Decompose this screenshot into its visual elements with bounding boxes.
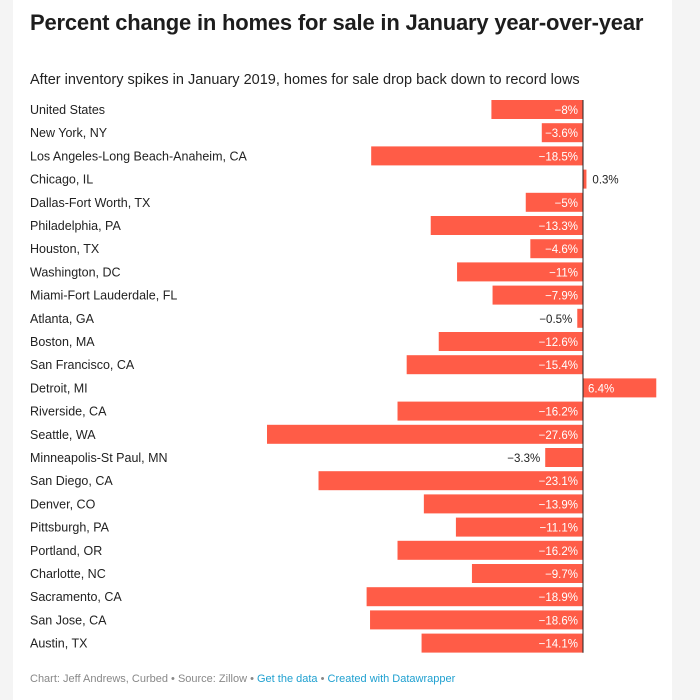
category-label: Houston, TX: [30, 242, 100, 256]
bar: [438, 332, 583, 351]
chart-title: Percent change in homes for sale in Janu…: [30, 10, 644, 35]
category-label: New York, NY: [30, 126, 108, 140]
category-label: Riverside, CA: [30, 405, 107, 419]
bar: [525, 192, 583, 212]
category-label: United States: [30, 103, 105, 117]
category-label: Philadelphia, PA: [30, 219, 121, 233]
value-label: −13.3%: [539, 221, 578, 233]
category-label: Pittsburgh, PA: [30, 521, 110, 535]
value-label: −18.6%: [539, 615, 578, 627]
bar: [471, 564, 583, 583]
bar: [457, 262, 583, 282]
category-label: Los Angeles-Long Beach-Anaheim, CA: [30, 149, 247, 163]
value-label: −5%: [555, 198, 578, 210]
value-label: −0.5%: [539, 314, 572, 326]
get-data-link[interactable]: Get the data: [256, 673, 318, 685]
bar: [366, 587, 583, 607]
category-label: Austin, TX: [30, 637, 88, 651]
chart-subtitle: After inventory spikes in January 2019, …: [30, 72, 580, 88]
category-label: Portland, OR: [30, 544, 102, 558]
category-label: San Diego, CA: [30, 474, 113, 488]
category-label: Detroit, MI: [30, 381, 88, 395]
bar: [530, 239, 583, 259]
bar: [318, 471, 583, 491]
bar: [406, 355, 583, 375]
value-label: −15.4%: [539, 360, 578, 372]
bar: [370, 610, 583, 630]
value-label: −16.2%: [539, 546, 578, 558]
bar: [545, 448, 583, 467]
bar: [492, 285, 583, 305]
bar: [491, 100, 583, 119]
bar: [583, 378, 657, 398]
value-label: −7.9%: [545, 291, 578, 303]
category-label: Washington, DC: [30, 265, 121, 279]
value-label: −11.1%: [540, 523, 578, 535]
category-label: Seattle, WA: [30, 428, 96, 442]
category-label: Minneapolis-St Paul, MN: [30, 451, 168, 465]
category-label: Dallas-Fort Worth, TX: [30, 196, 151, 210]
value-label: −12.6%: [539, 337, 578, 349]
datawrapper-link[interactable]: Created with Datawrapper: [327, 673, 456, 685]
bar: [583, 169, 587, 189]
value-label: −11%: [549, 267, 578, 279]
bar: [371, 146, 583, 166]
value-label: −13.9%: [539, 499, 578, 511]
chart-footer: Chart: Jeff Andrews, Curbed • Source: Zi…: [30, 673, 455, 685]
value-label: −18.5%: [539, 151, 578, 163]
bar: [423, 494, 583, 514]
value-label: −3.6%: [545, 128, 578, 140]
bar: [430, 216, 583, 235]
value-label: 6.4%: [588, 383, 614, 395]
bar: [397, 401, 583, 421]
bar: [397, 540, 583, 560]
category-label: Charlotte, NC: [30, 567, 106, 581]
bar: [455, 517, 583, 537]
value-label: −27.6%: [539, 430, 578, 442]
category-label: Miami-Fort Lauderdale, FL: [30, 289, 177, 303]
category-label: Chicago, IL: [30, 173, 93, 187]
value-label: −14.1%: [539, 639, 578, 651]
category-label: Boston, MA: [30, 335, 95, 349]
bar: [267, 424, 583, 444]
category-label: San Jose, CA: [30, 613, 107, 627]
category-label: San Francisco, CA: [30, 358, 135, 372]
value-label: −4.6%: [545, 244, 578, 256]
bar: [541, 123, 583, 143]
category-label: Sacramento, CA: [30, 590, 122, 604]
category-label: Denver, CO: [30, 497, 96, 511]
value-label: −9.7%: [545, 569, 578, 581]
footer-separator: •: [317, 673, 328, 685]
bar: [577, 308, 583, 328]
value-label: −18.9%: [539, 592, 578, 604]
value-label: 0.3%: [592, 175, 618, 187]
credit-text: Chart: Jeff Andrews, Curbed • Source: Zi…: [30, 673, 257, 685]
value-label: −23.1%: [539, 476, 578, 488]
value-label: −3.3%: [507, 453, 540, 465]
value-label: −8%: [555, 105, 578, 117]
bar: [421, 633, 583, 653]
category-label: Atlanta, GA: [30, 312, 95, 326]
value-label: −16.2%: [539, 407, 578, 419]
